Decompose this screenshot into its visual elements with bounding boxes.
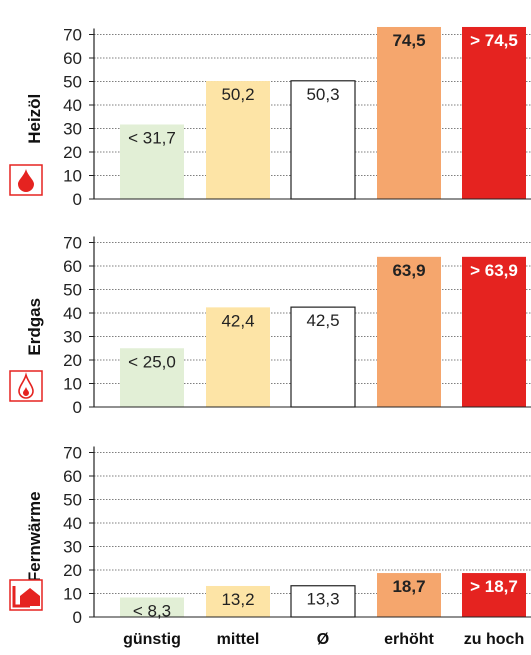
- panel-erdgas: 0 10 20 30 40 50 60 70 < 25,0 42,4 42,5 63,9 > 63,9 E…: [9, 234, 531, 417]
- x-tick-label: erhöht: [384, 631, 434, 648]
- bar-erdgas-4: [462, 256, 526, 407]
- y-tick-label: 30: [63, 538, 82, 557]
- data-label: 50,2: [221, 85, 254, 104]
- data-label: > 63,9: [470, 261, 518, 280]
- bar-erdgas-2: [290, 306, 356, 408]
- y-tick-label: 40: [63, 96, 82, 115]
- bar-fernwärme-3: [377, 573, 441, 617]
- y-tick-label: 0: [73, 398, 82, 417]
- x-tick-label: Ø: [317, 631, 329, 648]
- y-tick-label: 60: [63, 467, 82, 486]
- y-tick-label: 40: [63, 304, 82, 323]
- data-label: < 31,7: [128, 129, 176, 148]
- x-tick-label: günstig: [123, 631, 181, 648]
- y-tick-label: 20: [63, 351, 82, 370]
- y-tick-label: 10: [63, 167, 82, 186]
- y-tick-label: 70: [63, 234, 82, 253]
- y-tick-label: 0: [73, 608, 82, 627]
- bar-heizöl-1: [206, 81, 270, 199]
- data-label: < 25,0: [128, 352, 176, 371]
- panel-fernwärme: 0 10 20 30 40 50 60 70 < 8,3 13,2 13,3 18,7 > 18,7 Fe…: [9, 444, 531, 627]
- y-tick-label: 70: [63, 444, 82, 463]
- gas-flame-icon: [9, 370, 43, 402]
- bar-heizöl-3: [377, 26, 441, 200]
- y-tick-label: 30: [63, 120, 82, 139]
- y-tick-label: 70: [63, 26, 82, 45]
- panel-heizöl: 0 10 20 30 40 50 60 70 < 31,7 50,2 50,3 74,5 > 74,5 H…: [9, 26, 531, 209]
- bar-heizöl-4: [462, 26, 526, 200]
- data-label: 74,5: [392, 31, 425, 50]
- y-tick-label: 10: [63, 585, 82, 604]
- y-tick-label: 50: [63, 73, 82, 92]
- oil-drop-icon: [9, 164, 43, 196]
- bar-fernwärme-4: [462, 573, 526, 617]
- data-label: 50,3: [306, 85, 339, 104]
- bar-erdgas-3: [377, 256, 441, 407]
- bar-erdgas-0: [120, 348, 184, 407]
- y-tick-label: 20: [63, 143, 82, 162]
- y-tick-label: 30: [63, 328, 82, 347]
- y-tick-label: 60: [63, 257, 82, 276]
- x-tick-label: mittel: [217, 631, 260, 648]
- data-label: 42,5: [306, 311, 339, 330]
- x-tick-label: zu hoch: [464, 631, 524, 648]
- bar-heizöl-0: [120, 124, 184, 199]
- y-tick-label: 60: [63, 49, 82, 68]
- y-tick-label: 50: [63, 281, 82, 300]
- panel-label: Heizöl: [25, 94, 44, 144]
- data-label: > 18,7: [470, 577, 518, 596]
- data-label: > 74,5: [470, 31, 518, 50]
- data-label: 18,7: [392, 577, 425, 596]
- bar-fernwärme-0: [120, 597, 184, 617]
- data-label: < 8,3: [133, 601, 171, 620]
- bar-erdgas-1: [206, 307, 270, 407]
- bar-fernwärme-2: [290, 585, 356, 618]
- y-tick-label: 20: [63, 561, 82, 580]
- district-heating-icon: [9, 579, 43, 611]
- panel-label: Fernwärme: [25, 491, 44, 582]
- panel-label: Erdgas: [25, 298, 44, 356]
- data-label: 13,2: [221, 590, 254, 609]
- data-label: 63,9: [392, 261, 425, 280]
- y-tick-label: 10: [63, 375, 82, 394]
- data-label: 42,4: [221, 311, 254, 330]
- y-tick-label: 40: [63, 514, 82, 533]
- y-tick-label: 0: [73, 190, 82, 209]
- data-label: 13,3: [306, 590, 339, 609]
- bar-fernwärme-1: [206, 585, 270, 617]
- y-tick-label: 50: [63, 491, 82, 510]
